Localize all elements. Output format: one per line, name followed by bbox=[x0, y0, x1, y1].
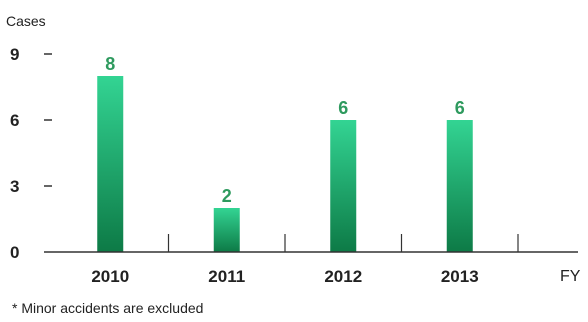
bar-2012 bbox=[330, 120, 357, 252]
y-tick-label-6: 6 bbox=[10, 111, 19, 130]
value-label-2010: 8 bbox=[105, 54, 115, 74]
bar-2011 bbox=[213, 208, 240, 252]
bar-2013 bbox=[446, 120, 473, 252]
y-axis-ticks: 0 3 6 9 bbox=[10, 45, 52, 262]
footnote: * Minor accidents are excluded bbox=[12, 300, 204, 316]
x-axis: 2010 2011 2012 2013 bbox=[52, 234, 578, 286]
value-label-2011: 2 bbox=[222, 186, 232, 206]
value-label-2013: 6 bbox=[455, 98, 465, 118]
x-axis-unit-label: FY bbox=[560, 268, 581, 285]
y-axis-unit-label: Cases bbox=[6, 13, 46, 29]
y-tick-label-9: 9 bbox=[10, 45, 19, 64]
y-tick-label-0: 0 bbox=[10, 243, 19, 262]
x-tick-label-2011: 2011 bbox=[208, 267, 245, 286]
value-label-2012: 6 bbox=[338, 98, 348, 118]
y-tick-label-3: 3 bbox=[10, 177, 19, 196]
x-tick-label-2012: 2012 bbox=[324, 267, 362, 286]
bars-group: 8 2 6 6 bbox=[97, 54, 473, 252]
x-tick-label-2013: 2013 bbox=[441, 267, 479, 286]
bar-2010 bbox=[97, 76, 124, 252]
x-tick-label-2010: 2010 bbox=[91, 267, 129, 286]
